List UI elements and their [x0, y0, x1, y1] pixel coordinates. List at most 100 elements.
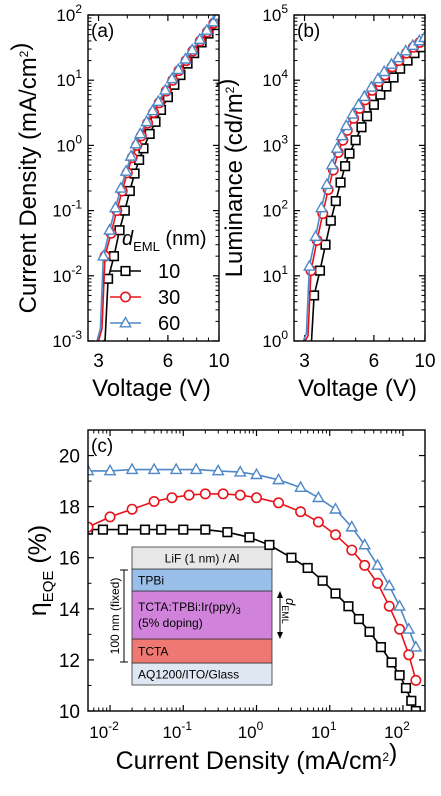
y-tick-label: 10-1	[52, 198, 82, 221]
plot-frame	[293, 14, 426, 342]
data-point-60	[103, 223, 116, 235]
y-tick-label: 16	[59, 549, 80, 570]
data-point-10	[314, 265, 326, 276]
data-point-60	[185, 43, 199, 55]
plot-frame	[87, 429, 426, 712]
data-point-10	[156, 524, 167, 535]
data-point-10	[325, 215, 336, 226]
x-axis-label: Voltage (V)	[298, 375, 417, 402]
data-point-60	[330, 141, 344, 153]
y-tick-label: 10-2	[52, 263, 82, 286]
eml-arrow-head	[277, 591, 283, 598]
data-point-30	[394, 623, 406, 635]
x-axis-label: Voltage (V)	[92, 375, 211, 402]
data-point-60	[345, 520, 359, 532]
data-point-60	[119, 164, 133, 176]
eml-arrow-head	[277, 632, 283, 639]
y-tick-label: 10	[59, 702, 80, 723]
y-tick-label: 102	[56, 2, 82, 25]
data-point-60	[385, 57, 398, 69]
data-point-60	[309, 229, 322, 242]
data-point-60	[352, 97, 366, 110]
legend-marker-10	[120, 265, 131, 277]
data-point-60	[371, 558, 384, 570]
data-layer	[302, 30, 425, 341]
data-point-60	[114, 181, 128, 193]
data-point-10	[308, 290, 320, 301]
eml-thickness-label: dEML	[280, 598, 298, 624]
data-point-60	[129, 137, 143, 149]
data-point-60	[364, 80, 378, 92]
data-point-30	[183, 489, 195, 501]
data-point-10	[200, 524, 211, 535]
layer-cathode	[131, 546, 273, 570]
y-tick-label: 103	[262, 132, 288, 155]
data-point-60	[171, 62, 185, 75]
y-axis-label: Luminance (cd/m2)	[213, 79, 248, 278]
x-tick-label: 101	[311, 719, 337, 742]
y-tick-label: 100	[262, 328, 288, 351]
series-line-60	[302, 36, 425, 341]
data-point-60	[206, 15, 219, 27]
x-tick-label: 10-1	[162, 719, 192, 742]
data-point-10	[335, 177, 346, 188]
data-point-10	[117, 524, 129, 535]
data-point-30	[383, 600, 395, 612]
panel-2: 10 12 14 16 18 20 10-2 10-1 100 101 102 AQ1200/ITO/…	[24, 429, 426, 775]
layer-substrate-label: AQ1200/ITO/Glass	[138, 668, 239, 682]
y-tick-label: 104	[262, 67, 288, 90]
data-point-60	[377, 64, 391, 77]
device-inset: AQ1200/ITO/Glass TCTA TCTA:TPBi:Ir(ppy)3 (5…	[108, 540, 298, 690]
legend-label-10: 10	[158, 261, 180, 283]
data-point-10	[330, 588, 341, 599]
data-point-10	[353, 613, 364, 625]
data-point-30	[346, 544, 358, 556]
data-point-60	[140, 114, 153, 127]
panel-1: 100 101 102 103 104 105 3 6 10 (b) Voltage (V) Lumi…	[213, 2, 436, 402]
data-point-10	[361, 111, 373, 122]
y-tick-label: 18	[59, 498, 80, 519]
data-point-60	[402, 622, 416, 634]
data-point-60	[146, 103, 160, 116]
x-tick-label: 3	[93, 351, 104, 372]
data-point-60	[325, 158, 339, 170]
data-point-10	[400, 682, 412, 694]
data-point-60	[399, 44, 413, 56]
data-point-10	[344, 148, 355, 159]
data-point-10	[320, 239, 331, 250]
data-point-10	[264, 539, 275, 551]
data-point-10	[375, 642, 387, 653]
y-axis-label: Current Density (mA/cm2)	[7, 43, 42, 314]
data-point-10	[386, 657, 397, 668]
data-point-30	[104, 511, 116, 523]
data-point-60	[314, 200, 328, 213]
data-point-60	[158, 83, 172, 95]
data-point-60	[165, 71, 179, 84]
data-point-60	[179, 52, 192, 64]
data-layer	[96, 15, 219, 341]
data-point-10	[388, 72, 399, 83]
data-point-10	[139, 524, 151, 535]
data-point-10	[356, 122, 367, 133]
data-point-30	[403, 649, 415, 661]
plot-frame	[87, 14, 220, 342]
data-point-60	[329, 502, 342, 514]
data-point-60	[339, 118, 353, 131]
y-tick-label: 101	[56, 67, 82, 90]
data-point-10	[394, 670, 405, 681]
data-point-30	[312, 516, 324, 528]
x-tick-label: 6	[163, 351, 174, 372]
data-point-60	[169, 462, 183, 475]
data-point-30	[273, 497, 285, 509]
data-point-60	[200, 23, 214, 35]
x-tick-label: 3	[299, 351, 310, 372]
x-tick-label: 10	[414, 351, 435, 372]
data-point-60	[320, 177, 334, 190]
data-point-10	[375, 89, 386, 100]
series-line-30	[304, 41, 421, 341]
data-point-30	[217, 488, 229, 500]
y-tick-label: 105	[262, 2, 288, 25]
data-point-60	[103, 463, 117, 476]
data-point-60	[250, 467, 263, 480]
